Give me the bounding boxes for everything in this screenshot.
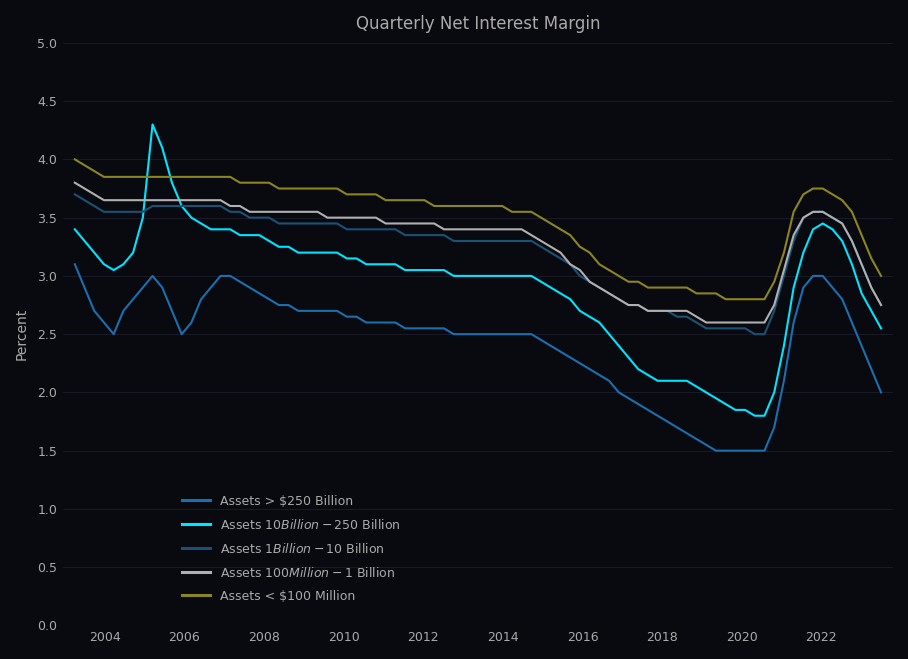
Assets $100 Million - $1 Billion [468,225,479,233]
Assets > $250 Billion [875,388,886,396]
Assets > $250 Billion [69,260,80,268]
Assets $100 Million - $1 Billion [429,219,439,227]
Line: Assets $1 Billion - $10 Billion: Assets $1 Billion - $10 Billion [74,194,881,334]
Assets $1 Billion - $10 Billion [468,237,479,245]
Assets < $100 Million [79,161,90,169]
Assets $10 Billion - $250 Billion [875,324,886,332]
Assets $10 Billion - $250 Billion [439,266,449,274]
Assets > $250 Billion [118,307,129,315]
Assets $1 Billion - $10 Billion [681,313,692,321]
Assets $100 Million - $1 Billion [701,318,712,326]
Assets < $100 Million [429,202,439,210]
Title: Quarterly Net Interest Margin: Quarterly Net Interest Margin [356,15,600,33]
Assets $100 Million - $1 Billion [79,185,90,192]
Assets > $250 Billion [468,330,479,338]
Assets $1 Billion - $10 Billion [749,330,760,338]
Assets $100 Million - $1 Billion [118,196,129,204]
Assets $10 Billion - $250 Billion [730,406,741,414]
Assets < $100 Million [730,295,741,303]
Assets $1 Billion - $10 Billion [429,231,439,239]
Assets $1 Billion - $10 Billion [875,301,886,309]
Assets < $100 Million [69,156,80,163]
Assets $100 Million - $1 Billion [875,301,886,309]
Line: Assets $100 Million - $1 Billion: Assets $100 Million - $1 Billion [74,183,881,322]
Assets $100 Million - $1 Billion [681,307,692,315]
Legend: Assets > $250 Billion, Assets $10 Billion - $250 Billion, Assets $1 Billion - $1: Assets > $250 Billion, Assets $10 Billio… [177,490,405,608]
Assets < $100 Million [681,283,692,291]
Assets $10 Billion - $250 Billion [69,225,80,233]
Assets < $100 Million [468,202,479,210]
Line: Assets < $100 Million: Assets < $100 Million [74,159,881,299]
Assets < $100 Million [720,295,731,303]
Assets < $100 Million [875,272,886,280]
Assets $1 Billion - $10 Billion [118,208,129,215]
Assets > $250 Billion [429,324,439,332]
Assets > $250 Billion [730,447,741,455]
Assets < $100 Million [118,173,129,181]
Assets $100 Million - $1 Billion [69,179,80,186]
Line: Assets > $250 Billion: Assets > $250 Billion [74,264,881,451]
Assets $10 Billion - $250 Billion [147,121,158,129]
Assets > $250 Billion [710,447,721,455]
Assets $10 Billion - $250 Billion [691,383,702,391]
Assets > $250 Billion [681,429,692,437]
Assets > $250 Billion [79,283,90,291]
Y-axis label: Percent: Percent [15,308,29,360]
Assets $1 Billion - $10 Billion [79,196,90,204]
Line: Assets $10 Billion - $250 Billion: Assets $10 Billion - $250 Billion [74,125,881,416]
Assets $1 Billion - $10 Billion [69,190,80,198]
Assets $100 Million - $1 Billion [730,318,741,326]
Assets $10 Billion - $250 Billion [749,412,760,420]
Assets $10 Billion - $250 Billion [478,272,489,280]
Assets $10 Billion - $250 Billion [79,237,90,245]
Assets $10 Billion - $250 Billion [118,260,129,268]
Assets $1 Billion - $10 Billion [720,324,731,332]
